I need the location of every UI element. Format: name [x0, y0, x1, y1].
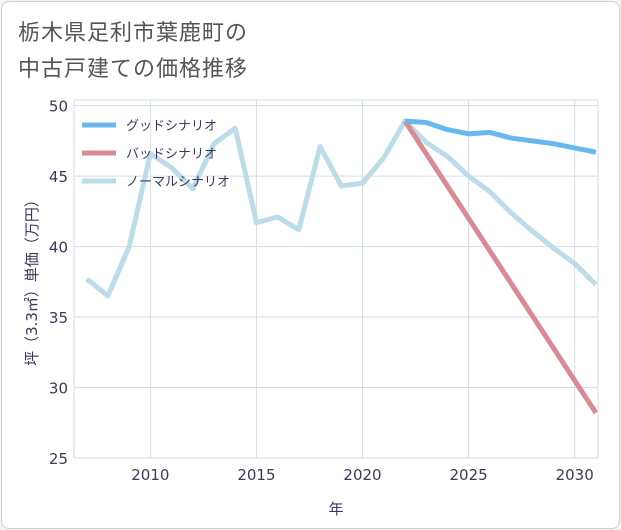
legend-label-2: ノーマルシナリオ [126, 175, 230, 190]
y-tick-label: 45 [49, 168, 68, 186]
x-tick-label: 2025 [449, 466, 487, 484]
x-tick-label: 2015 [237, 466, 275, 484]
axes: 2010 2015 2020 2025 2030 25 30 35 40 45 50 [49, 98, 599, 484]
x-tick-label: 2020 [343, 466, 381, 484]
y-tick-label: 35 [49, 309, 68, 327]
x-tick-label: 2030 [556, 466, 594, 484]
series-line-1 [402, 119, 598, 415]
plot-border [73, 99, 599, 459]
x-tick-label: 2010 [131, 466, 169, 484]
legend-label-1: バッドシナリオ [126, 147, 217, 162]
series-lines [85, 118, 598, 415]
y-tick-label: 25 [49, 450, 68, 468]
series-line-2 [85, 118, 598, 299]
grid [74, 100, 598, 459]
y-tick-label: 40 [49, 239, 68, 257]
chart-title-line-2: 中古戸建ての価格推移 [18, 57, 249, 82]
legend-label-0: グッドシナリオ [126, 119, 217, 134]
x-axis-title: 年 [328, 500, 343, 518]
series-line-0 [404, 118, 597, 155]
chart-title-line-1: 栃木県足利市葉鹿町の [18, 21, 249, 46]
chart-title: 栃木県足利市葉鹿町の 中古戸建ての価格推移 [18, 16, 438, 88]
y-tick-label: 30 [49, 380, 68, 398]
y-axis-title: 坪（3.3㎡）単価（万円） [23, 192, 41, 366]
y-tick-label: 50 [49, 98, 68, 116]
